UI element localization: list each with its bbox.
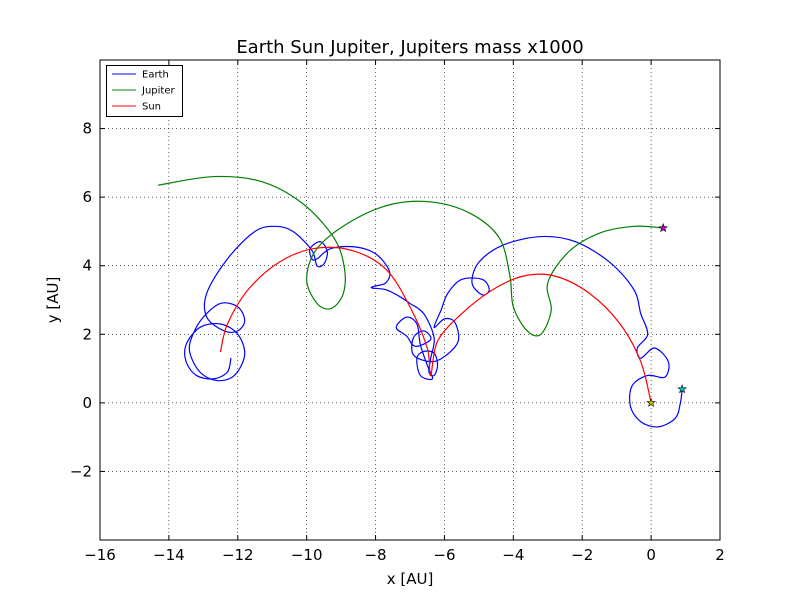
x-tick-label: −4 (502, 546, 524, 564)
y-tick-label: −2 (70, 462, 92, 480)
series-line-earth (184, 225, 683, 428)
start-markers (646, 222, 687, 407)
x-tick-label: 0 (646, 546, 656, 564)
legend: Earth Jupiter Sun (106, 65, 183, 117)
x-axis-label: x [AU] (387, 570, 434, 588)
grid-lines (100, 60, 720, 540)
jupiter-start-star (658, 222, 668, 233)
y-tick-label: 0 (82, 394, 92, 412)
x-tick-label: −12 (222, 546, 254, 564)
x-tick-label: −2 (571, 546, 593, 564)
chart-title: Earth Sun Jupiter, Jupiters mass x1000 (236, 37, 583, 58)
axes-frame (99, 59, 721, 541)
y-tick-label: 2 (82, 325, 92, 343)
x-tick-label: 2 (715, 546, 725, 564)
legend-label-sun: Sun (142, 102, 161, 113)
y-axis-label: y [AU] (44, 277, 62, 324)
sun-start-star (646, 397, 656, 407)
earth-start-star (677, 384, 687, 394)
x-tick-label: −6 (433, 546, 455, 564)
x-tick-label: −10 (291, 546, 323, 564)
series-line-jupiter (157, 175, 664, 337)
legend-label-earth: Earth (142, 70, 169, 81)
y-tick-label: 8 (82, 120, 92, 138)
legend-label-jupiter: Jupiter (141, 86, 175, 97)
x-tick-label: −14 (153, 546, 185, 564)
series-line-sun (219, 246, 652, 404)
x-tick-label: −8 (364, 546, 386, 564)
axis-ticks: −16 −14 −12 −10 −8 −6 −4 −2 0 2 −2 0 2 4 6 8 (70, 60, 725, 564)
x-tick-label: −16 (84, 546, 116, 564)
plot-series (157, 175, 683, 428)
y-tick-label: 4 (82, 257, 92, 275)
y-tick-label: 6 (82, 188, 92, 206)
